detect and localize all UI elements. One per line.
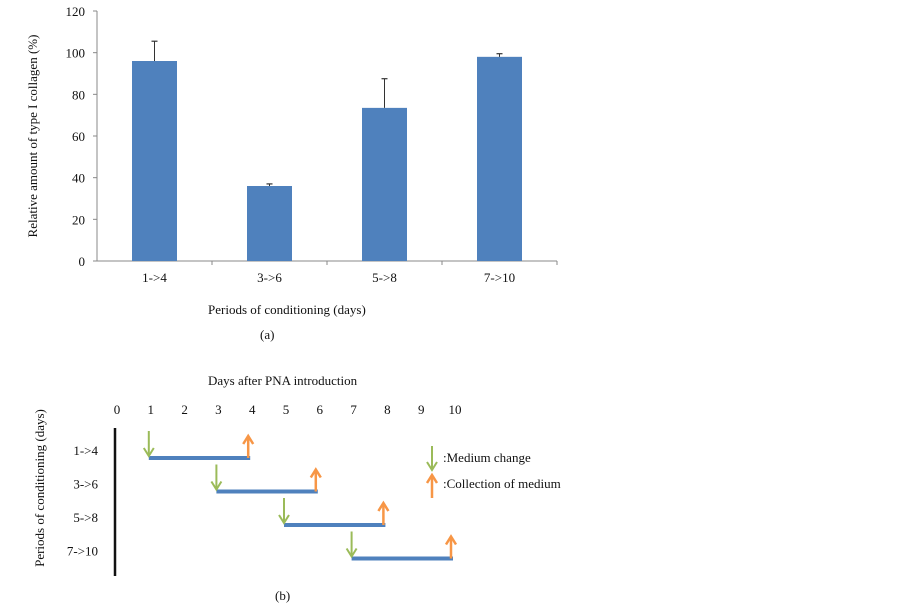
x-axis-title-a: Periods of conditioning (days) (208, 302, 366, 317)
row-label: 5->8 (73, 510, 98, 525)
collection-arrow-icon-head (242, 433, 255, 445)
x-tick-label: 5->8 (372, 270, 397, 285)
day-tick-label: 3 (215, 402, 222, 417)
row-label: 7->10 (67, 544, 98, 559)
y-tick-label: 100 (66, 46, 86, 61)
day-tick-label: 0 (114, 402, 121, 417)
legend-green-down-arrow-icon-head (426, 461, 438, 472)
day-tick-label: 6 (317, 402, 324, 417)
period-bar (216, 489, 318, 494)
panel-label-a: (a) (260, 327, 275, 342)
y-tick-label: 80 (72, 87, 85, 102)
x-tick-label: 1->4 (142, 270, 167, 285)
legend-medium-change: :Medium change (443, 450, 531, 465)
y-tick-label: 20 (72, 212, 85, 227)
day-tick-label: 10 (449, 402, 462, 417)
medium-change-arrow-icon-head (142, 447, 155, 458)
legend-orange-up-arrow-icon-head (425, 472, 439, 484)
day-tick-label: 5 (283, 402, 290, 417)
day-tick-label: 9 (418, 402, 425, 417)
y-axis-title-a: Relative amount of type I collagen (%) (25, 34, 40, 238)
y-axis-title-b-text: Periods of conditioning (days) (32, 409, 47, 567)
bar (362, 107, 407, 261)
period-bar (148, 456, 251, 460)
row-label: 3->6 (73, 477, 98, 492)
day-tick-label: 8 (384, 402, 391, 417)
collection-arrow-icon-head (444, 534, 458, 546)
timeline-title: Days after PNA introduction (208, 373, 358, 388)
legend-collection: :Collection of medium (443, 476, 561, 491)
day-tick-label: 1 (148, 402, 155, 417)
bar (132, 61, 177, 261)
period-bar (284, 523, 386, 527)
x-tick-label: 7->10 (484, 270, 515, 285)
row-label: 1->4 (73, 443, 98, 458)
day-tick-label: 7 (350, 402, 357, 417)
period-bar (351, 556, 453, 561)
bar (247, 186, 292, 261)
panel-label-b: (b) (275, 588, 291, 603)
day-tick-label: 4 (249, 402, 256, 417)
medium-change-arrow-icon-head (278, 514, 290, 525)
medium-change-arrow-icon-head (210, 480, 223, 492)
collection-arrow-icon-head (309, 467, 322, 479)
x-tick-label: 3->6 (257, 270, 282, 285)
y-tick-label: 60 (72, 129, 85, 144)
day-tick-label: 2 (181, 402, 188, 417)
y-tick-label: 120 (66, 4, 86, 19)
y-axis-title-b: Periods of conditioning (days) (32, 408, 48, 568)
y-tick-label: 40 (72, 171, 85, 186)
bar (477, 56, 522, 262)
collection-arrow-icon-head (377, 500, 390, 512)
y-tick-label: 0 (79, 254, 86, 269)
medium-change-arrow-icon-head (345, 547, 358, 559)
